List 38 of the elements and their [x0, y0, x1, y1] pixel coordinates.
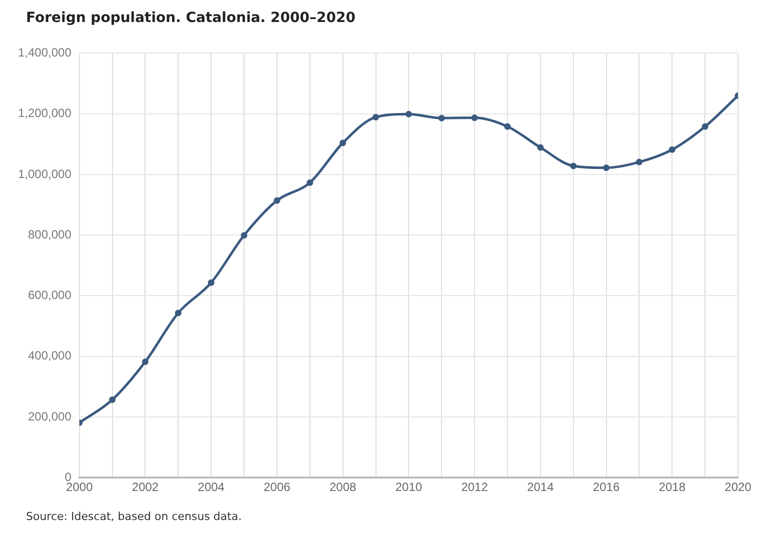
point — [702, 123, 708, 130]
point — [471, 114, 478, 122]
chart-title: Foreign population. Catalonia. 2000–2020 — [26, 10, 356, 26]
point — [208, 279, 214, 286]
y-tick-label: 800,000 — [28, 227, 72, 242]
x-tick-label: 2014 — [527, 480, 554, 494]
point — [504, 123, 511, 130]
point — [636, 158, 642, 166]
y-tick-label: 200,000 — [28, 409, 72, 424]
x-tick-label: 2004 — [198, 480, 225, 494]
source-note: Source: Idescat, based on census data. — [26, 510, 242, 523]
point — [603, 164, 610, 172]
x-tick-label: 2016 — [592, 480, 620, 494]
point — [340, 140, 346, 146]
point — [537, 144, 544, 151]
y-tick-label: 1,000,000 — [18, 166, 72, 181]
point — [438, 114, 445, 122]
point — [109, 396, 116, 403]
x-tick-label: 2018 — [658, 480, 686, 494]
point — [274, 197, 280, 204]
y-tick-label: 400,000 — [28, 348, 72, 363]
point — [306, 179, 314, 186]
point — [372, 114, 380, 120]
point — [240, 232, 248, 239]
point — [570, 162, 577, 170]
x-tick-label: 2002 — [132, 480, 159, 494]
x-tick-label: 2006 — [264, 480, 291, 494]
x-tick-label: 2012 — [461, 480, 488, 494]
x-tick-label: 2010 — [395, 480, 422, 494]
point — [174, 310, 182, 316]
x-tick-label: 2008 — [329, 480, 356, 494]
point — [668, 146, 676, 153]
x-tick-label: 2020 — [724, 480, 752, 494]
y-tick-label: 1,400,000 — [18, 46, 72, 60]
point — [142, 358, 148, 366]
y-tick-label: 600,000 — [28, 288, 72, 302]
y-tick-label: 1,200,000 — [18, 106, 72, 120]
point — [405, 110, 412, 118]
